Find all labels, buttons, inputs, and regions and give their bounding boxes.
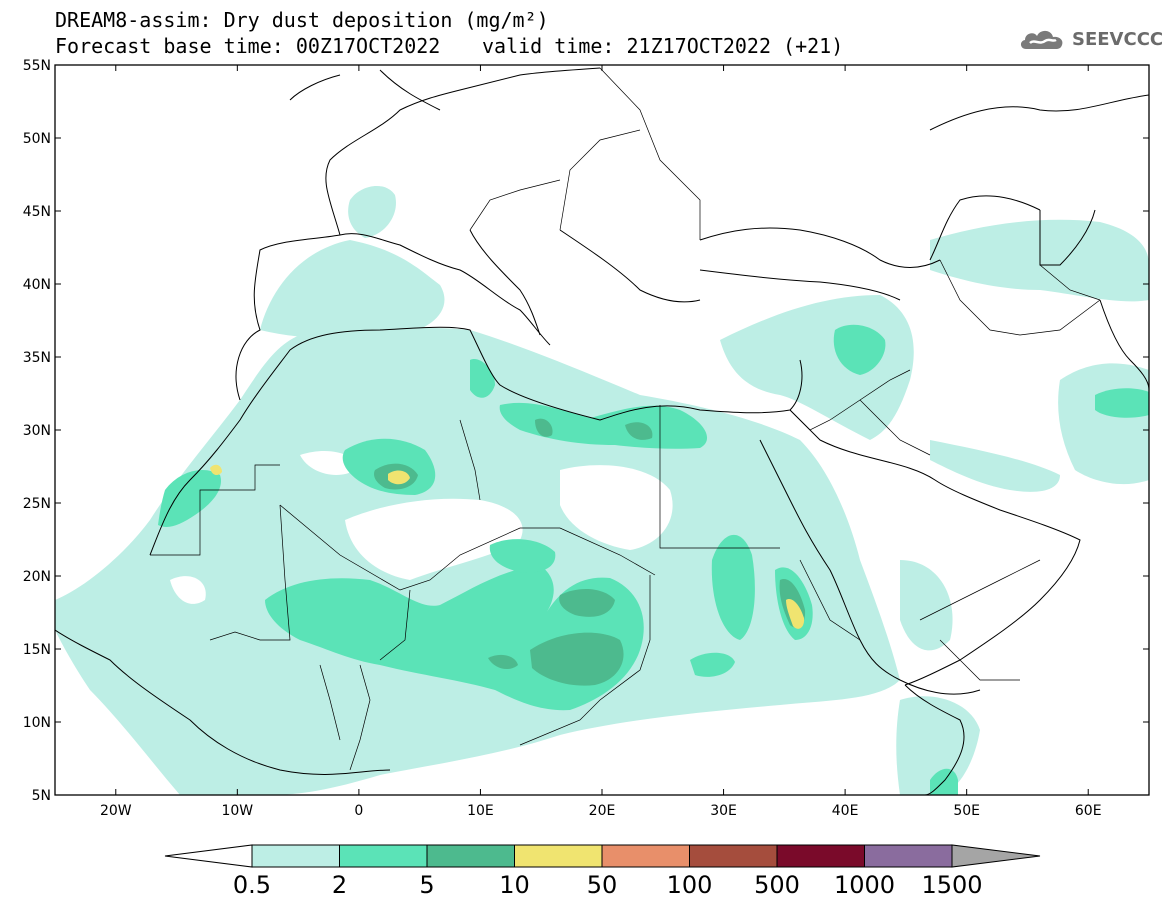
lon-label: 20E <box>589 803 616 819</box>
lon-label: 40E <box>832 803 859 819</box>
lat-label: 40N <box>23 277 51 293</box>
colorbar-label: 0.5 <box>233 871 271 899</box>
colorbar: 0.5 2 5 10 50 100 500 1000 1500 <box>164 844 1041 899</box>
lat-label: 35N <box>23 350 51 366</box>
colorbar-swatch <box>864 844 953 868</box>
dust-deposition-field <box>55 185 1149 795</box>
colorbar-swatch <box>514 844 603 868</box>
logo-text: SEEVCCC <box>1072 28 1164 50</box>
longitude-axis: 20W 10W 0 10E 20E 30E 40E 50E 60E <box>100 65 1102 819</box>
lon-label: 10W <box>221 803 253 819</box>
colorbar-label: 100 <box>667 871 713 899</box>
map-title: DREAM8-assim: Dry dust deposition (mg/m²… <box>55 8 549 32</box>
colorbar-swatch <box>164 844 253 868</box>
lon-label: 20W <box>100 803 132 819</box>
colorbar-label: 50 <box>587 871 618 899</box>
lat-label: 15N <box>23 642 51 658</box>
colorbar-label: 2 <box>332 871 347 899</box>
latitude-axis: 55N 50N 45N 40N 35N 30N 25N 20N 15N 10N 5N <box>23 58 1149 804</box>
colorbar-label: 1500 <box>921 871 982 899</box>
lon-label: 10E <box>467 803 494 819</box>
colorbar-swatch <box>426 844 515 868</box>
lat-label: 55N <box>23 58 51 74</box>
lat-label: 10N <box>23 715 51 731</box>
cloud-icon <box>1020 30 1063 49</box>
lat-label: 45N <box>23 204 51 220</box>
lon-label: 50E <box>953 803 980 819</box>
lat-label: 20N <box>23 569 51 585</box>
colorbar-label: 1000 <box>834 871 895 899</box>
lat-label: 25N <box>23 496 51 512</box>
forecast-base-time: Forecast base time: 00Z17OCT2022 <box>55 34 441 58</box>
colorbar-swatch <box>689 844 778 868</box>
lat-label: 50N <box>23 131 51 147</box>
country-borders <box>150 67 1101 771</box>
colorbar-swatch <box>776 844 865 868</box>
lat-label: 30N <box>23 423 51 439</box>
colorbar-swatch <box>251 844 340 868</box>
lon-label: 0 <box>354 803 363 819</box>
colorbar-swatch <box>339 844 428 868</box>
colorbar-label: 500 <box>754 871 800 899</box>
lon-label: 30E <box>710 803 737 819</box>
colorbar-swatch <box>951 844 1041 868</box>
lat-label: 5N <box>32 788 51 804</box>
coastlines <box>55 67 1149 795</box>
colorbar-label: 10 <box>499 871 530 899</box>
seevccc-logo: SEEVCCC <box>1018 26 1163 52</box>
colorbar-swatch <box>601 844 690 868</box>
valid-time: valid time: 21Z17OCT2022 (+21) <box>482 34 844 58</box>
lon-label: 60E <box>1075 803 1102 819</box>
colorbar-label: 5 <box>419 871 434 899</box>
